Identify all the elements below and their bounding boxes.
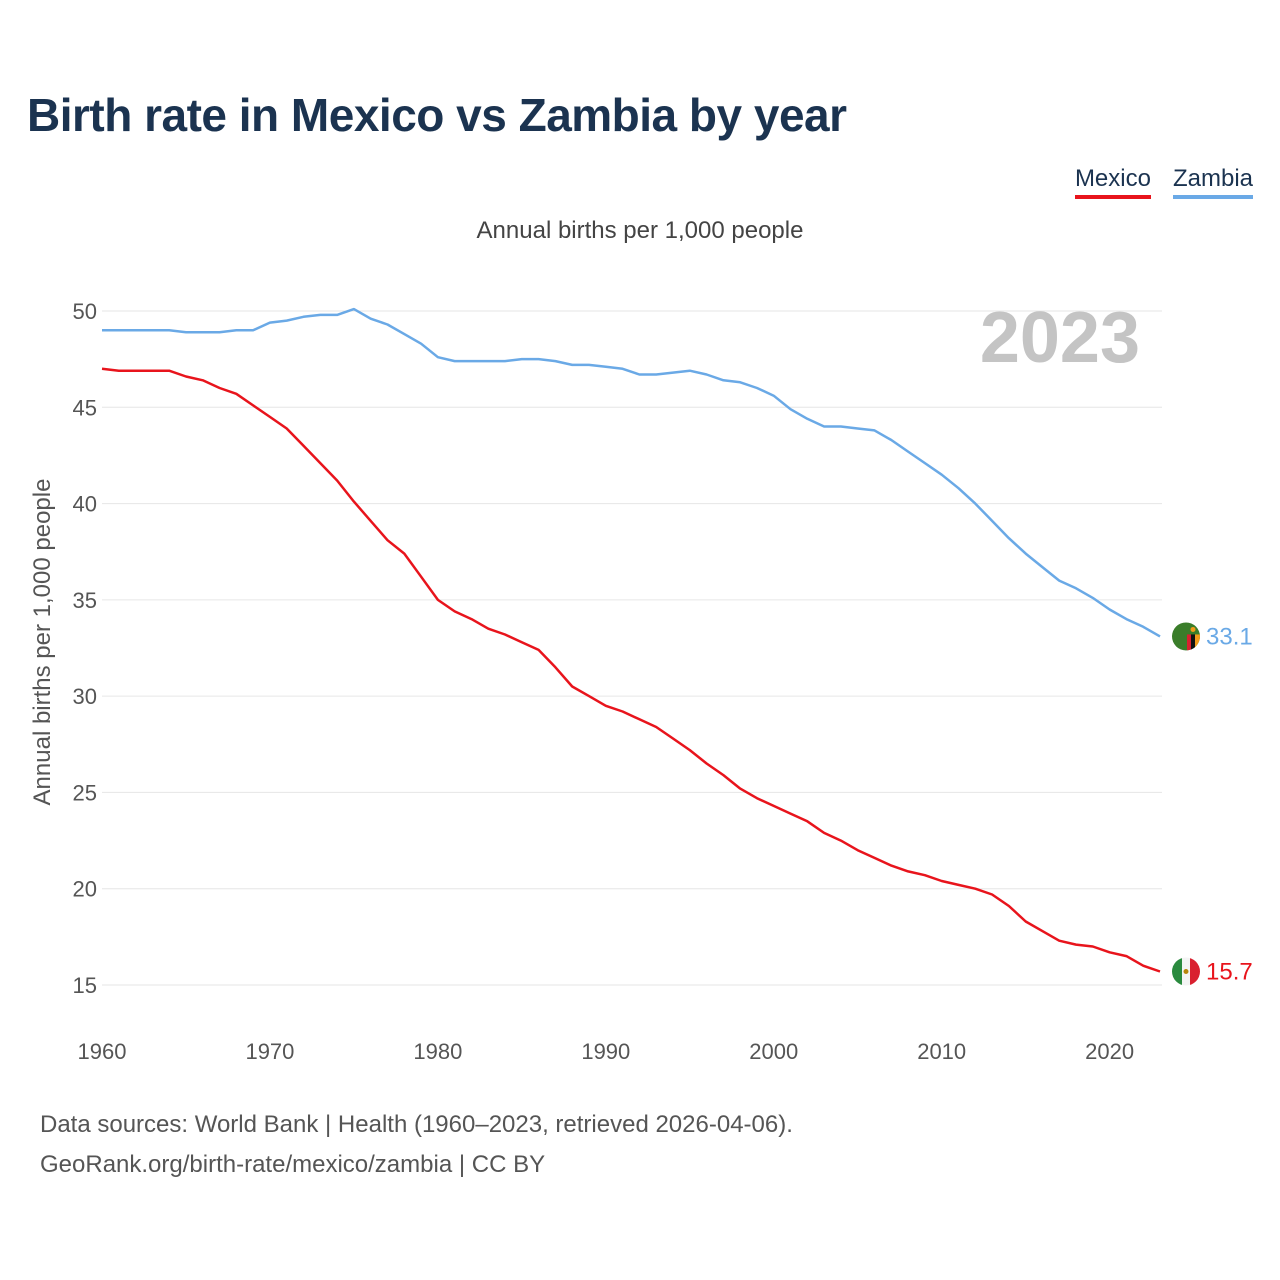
- y-tick-label: 20: [73, 877, 97, 902]
- y-tick-label: 15: [73, 973, 97, 998]
- x-tick-label: 1970: [245, 1039, 294, 1064]
- legend-item-mexico[interactable]: Mexico: [1074, 165, 1151, 199]
- end-value-label-mexico: 15.7: [1206, 959, 1253, 986]
- attribution-link[interactable]: GeoRank.org/birth-rate/mexico/zambia | C…: [40, 1151, 546, 1178]
- chart-subtitle: Annual births per 1,000 people: [476, 217, 804, 244]
- y-tick-label: 40: [73, 492, 97, 517]
- y-tick-label: 50: [73, 299, 97, 324]
- data-source-note: Data sources: World Bank | Health (1960–…: [40, 1111, 793, 1138]
- series-line-zambia: [102, 307, 1161, 638]
- end-markers: 15.7 33.1: [1172, 622, 1253, 986]
- x-axis-ticks: 1960 1970 1980 1990 2000 2010 2020: [78, 1039, 1135, 1064]
- y-tick-label: 35: [73, 588, 97, 613]
- legend-item-zambia[interactable]: Zambia: [1172, 165, 1253, 199]
- x-tick-label: 1960: [78, 1039, 127, 1064]
- x-tick-label: 2020: [1085, 1039, 1134, 1064]
- y-axis-ticks: 15 20 25 30 35 40 45 50: [73, 299, 97, 998]
- mexico-flag-icon: [1172, 957, 1200, 986]
- gridlines: [102, 310, 1162, 986]
- x-tick-label: 1990: [581, 1039, 630, 1064]
- y-tick-label: 30: [73, 684, 97, 709]
- series-lines: [101, 307, 1161, 973]
- series-line-mexico: [101, 367, 1161, 973]
- y-axis-label: Annual births per 1,000 people: [29, 479, 56, 806]
- end-value-label-zambia: 33.1: [1206, 623, 1253, 650]
- year-watermark: 2023: [980, 298, 1140, 378]
- x-tick-label: 2010: [917, 1039, 966, 1064]
- y-tick-label: 45: [73, 395, 97, 420]
- chart-title: Birth rate in Mexico vs Zambia by year: [27, 89, 847, 141]
- zambia-flag-icon: [1172, 622, 1200, 651]
- x-tick-label: 1980: [413, 1039, 462, 1064]
- footer: Data sources: World Bank | Health (1960–…: [40, 1105, 793, 1185]
- y-tick-label: 25: [73, 780, 97, 805]
- x-tick-label: 2000: [749, 1039, 798, 1064]
- legend: Mexico Zambia: [1074, 165, 1253, 199]
